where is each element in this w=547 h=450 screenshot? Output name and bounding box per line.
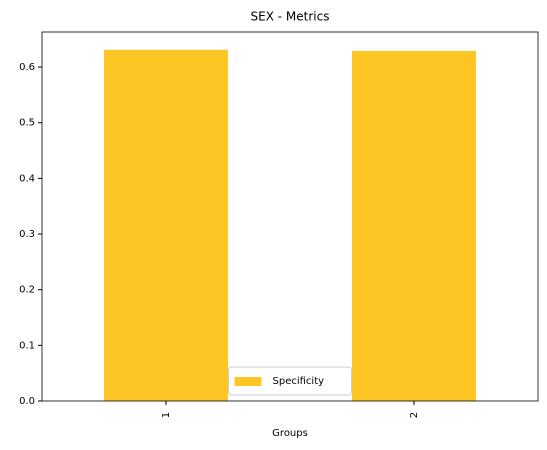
legend-box	[228, 366, 352, 396]
y-tick-label: 0.1	[19, 340, 35, 351]
legend-label: Specificity	[273, 376, 325, 387]
x-tick-label: 1	[161, 412, 172, 418]
y-tick-label: 0.0	[19, 396, 35, 407]
y-tick-label: 0.2	[19, 285, 35, 296]
x-tick-label: 2	[409, 412, 420, 418]
x-axis-label: Groups	[272, 428, 308, 439]
bar	[104, 49, 228, 401]
plot-frame	[41, 31, 539, 402]
chart-title: SEX - Metrics	[251, 10, 330, 24]
bar	[352, 50, 476, 402]
legend-swatch	[234, 377, 262, 386]
y-tick-label: 0.6	[19, 62, 35, 73]
y-tick-label: 0.3	[19, 229, 35, 240]
y-tick-label: 0.4	[19, 173, 35, 184]
y-tick-label: 0.5	[19, 118, 35, 129]
